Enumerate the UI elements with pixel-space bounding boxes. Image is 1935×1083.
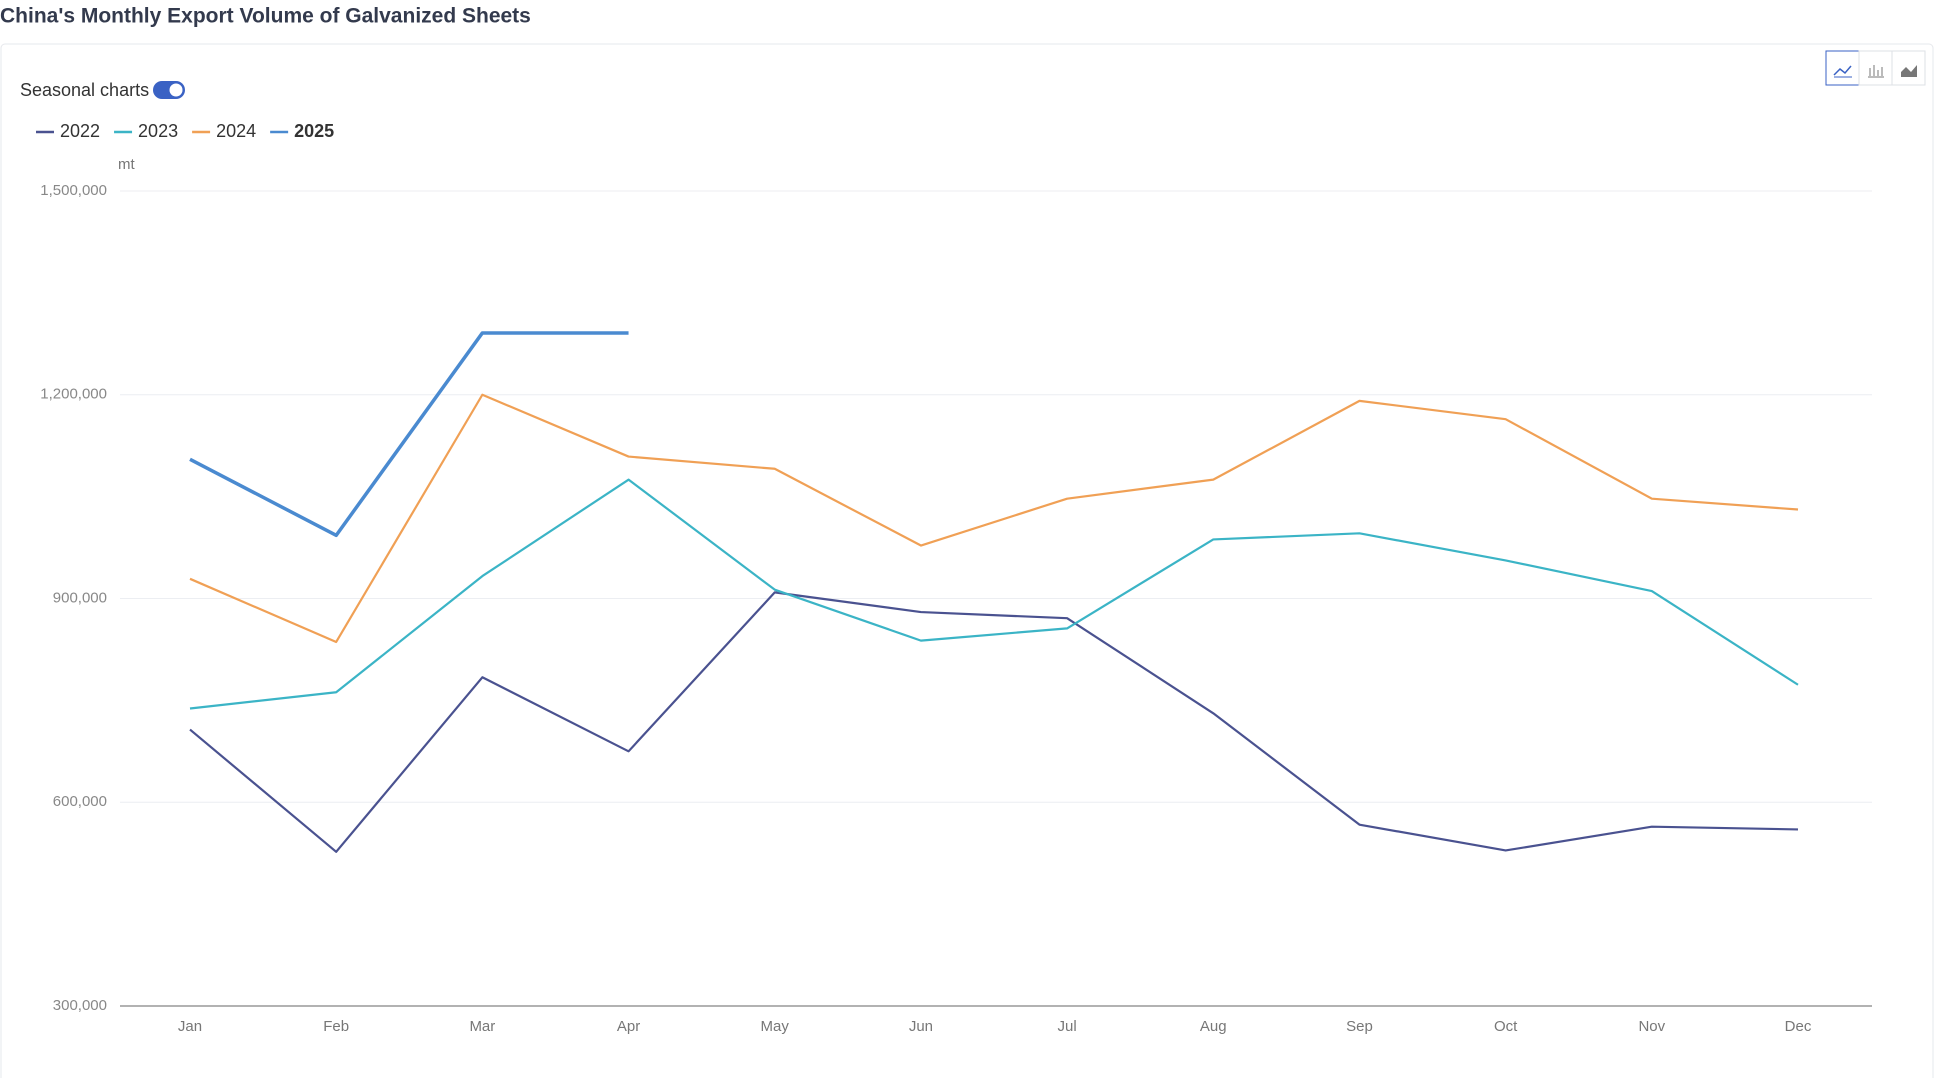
- y-tick-label: 900,000: [53, 589, 107, 606]
- chart-title: China's Monthly Export Volume of Galvani…: [0, 5, 531, 28]
- line-chart-button[interactable]: [1825, 50, 1860, 86]
- legend-label[interactable]: 2024: [216, 121, 256, 141]
- area-chart-button[interactable]: [1891, 50, 1926, 86]
- toggle-label: Seasonal charts: [20, 80, 149, 100]
- x-tick-label: Jul: [1057, 1018, 1076, 1035]
- x-tick-label: Jan: [178, 1018, 202, 1035]
- x-tick-label: Dec: [1785, 1018, 1812, 1035]
- y-tick-label: 1,500,000: [40, 182, 107, 199]
- y-tick-label: 600,000: [53, 793, 107, 810]
- series-line: [189, 393, 1799, 644]
- toggle[interactable]: [153, 81, 185, 99]
- x-tick-label: May: [761, 1018, 790, 1035]
- toggle-knob: [169, 83, 183, 97]
- line-icon: [1833, 65, 1852, 76]
- bar-chart-button[interactable]: [1858, 50, 1893, 86]
- chart-type-buttons: [1825, 50, 1926, 86]
- bar-icon: [1868, 65, 1884, 78]
- series-line: [189, 591, 1799, 853]
- card: [0, 43, 1934, 1083]
- x-tick-label: Mar: [469, 1018, 495, 1035]
- series-line: [189, 331, 629, 538]
- y-tick-label: 300,000: [53, 997, 107, 1014]
- x-tick-label: Feb: [323, 1018, 349, 1035]
- x-tick-label: Apr: [617, 1018, 640, 1035]
- area-icon: [1901, 65, 1917, 77]
- legend-label[interactable]: 2023: [138, 121, 178, 141]
- series-line: [189, 478, 1799, 710]
- x-tick-label: Oct: [1494, 1018, 1518, 1035]
- x-tick-label: Aug: [1200, 1018, 1227, 1035]
- y-unit: mt: [118, 156, 135, 173]
- x-tick-label: Jun: [909, 1018, 933, 1035]
- legend-label[interactable]: 2022: [60, 121, 100, 141]
- y-tick-label: 1,200,000: [40, 386, 107, 403]
- x-tick-label: Sep: [1346, 1018, 1373, 1035]
- x-tick-label: Nov: [1638, 1018, 1665, 1035]
- legend-label[interactable]: 2025: [294, 121, 334, 141]
